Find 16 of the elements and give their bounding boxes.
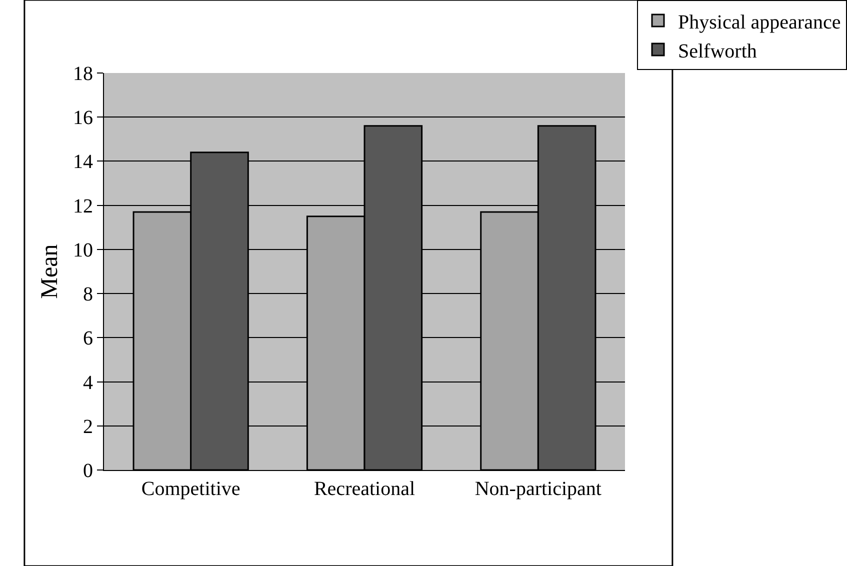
x-tick-label: Non-participant	[474, 478, 602, 500]
y-tick-label: 8	[83, 284, 93, 306]
x-tick-label: Competitive	[141, 478, 240, 500]
y-tick-label: 14	[73, 151, 93, 174]
y-axis-title: Mean	[37, 244, 64, 299]
y-tick-label: 12	[73, 195, 93, 218]
y-tick-label: 2	[83, 416, 93, 438]
y-tick-label: 6	[83, 328, 93, 350]
x-tick-label: Recreational	[314, 478, 416, 500]
y-tick-label: 4	[83, 372, 93, 394]
y-tick-label: 10	[73, 239, 93, 262]
legend-label: Physical appearance	[678, 11, 841, 34]
y-tick-label: 16	[73, 107, 93, 130]
y-tick-label: 0	[83, 460, 93, 482]
legend-label: Selfworth	[678, 40, 757, 62]
y-tick-label: 18	[73, 63, 93, 85]
